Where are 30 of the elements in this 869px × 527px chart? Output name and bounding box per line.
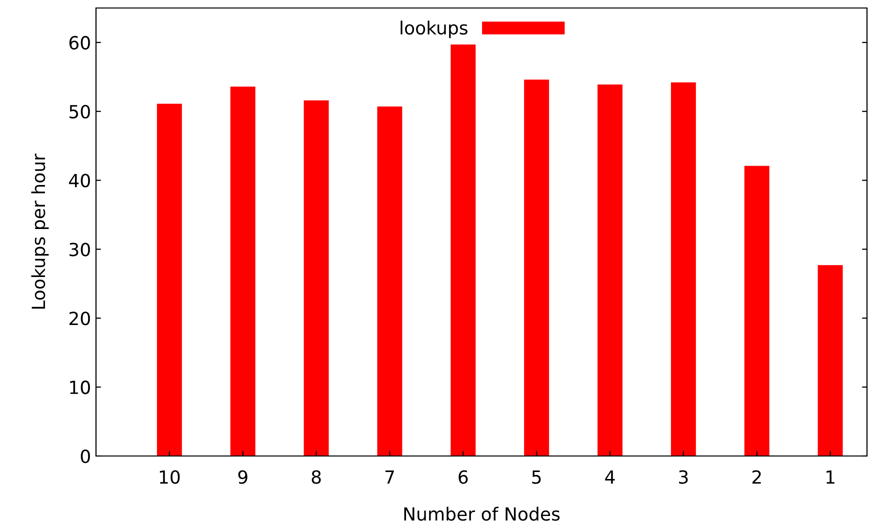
y-tick-label: 0: [80, 449, 90, 464]
y-tick-label: 50: [70, 104, 90, 118]
bar: [156, 104, 182, 456]
bar: [670, 82, 696, 456]
y-tick-label: 60: [69, 36, 90, 50]
x-tick-label: 1: [826, 470, 834, 484]
x-tick-label: 10: [160, 470, 180, 484]
bar: [744, 166, 770, 456]
bar: [450, 44, 476, 456]
bar: [598, 84, 622, 456]
x-tick-label: 3: [679, 470, 688, 484]
x-tick-label: 4: [605, 470, 615, 484]
bar: [524, 80, 550, 456]
y-tick-label: 30: [70, 242, 90, 256]
y-tick-label: 10: [70, 380, 90, 394]
y-axis-title: Lookups per hour: [31, 154, 49, 309]
y-tick-label: 40: [69, 174, 90, 188]
bar: [304, 100, 329, 456]
legend-label: lookups: [400, 20, 468, 38]
bar: [230, 86, 256, 456]
x-tick-label: 8: [312, 470, 321, 484]
bar: [818, 265, 843, 456]
x-tick-label: 7: [385, 470, 394, 484]
bar: [377, 106, 402, 456]
x-tick-label: 6: [458, 470, 468, 484]
x-tick-label: 9: [238, 470, 248, 484]
x-tick-label: 5: [532, 470, 541, 484]
y-tick-label: 20: [69, 312, 90, 326]
x-axis-title: Number of Nodes: [404, 506, 560, 521]
x-tick-label: 2: [752, 470, 761, 484]
